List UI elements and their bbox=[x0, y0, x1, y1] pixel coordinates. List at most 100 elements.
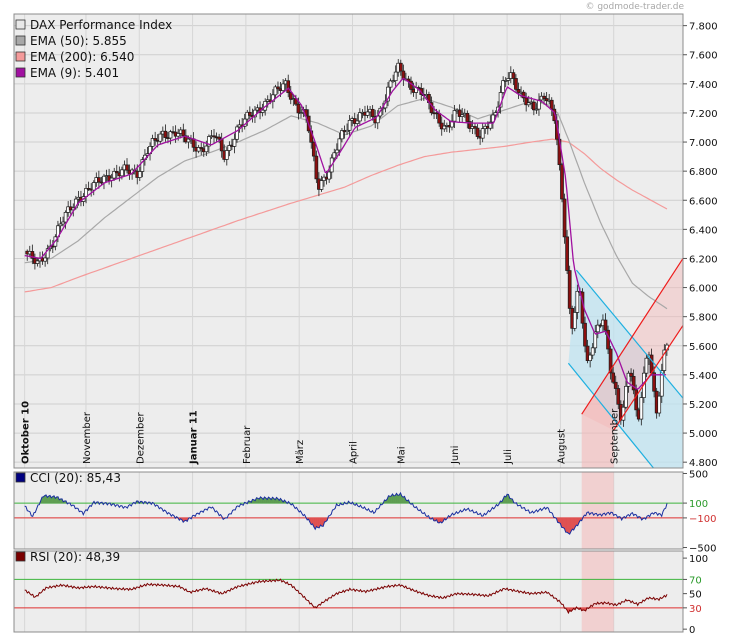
rsi-y-tick-label: 30 bbox=[689, 604, 702, 615]
candle bbox=[595, 324, 600, 333]
candle bbox=[288, 92, 293, 100]
candle bbox=[63, 212, 68, 223]
rsi-plot-area bbox=[14, 578, 683, 615]
candle bbox=[511, 72, 516, 79]
candle bbox=[588, 354, 592, 362]
candle bbox=[624, 385, 628, 408]
up-channel-fill bbox=[581, 258, 683, 431]
rsi-legend-label: RSI (20): 48,39 bbox=[30, 550, 120, 564]
candle bbox=[491, 114, 495, 123]
candle bbox=[629, 372, 633, 377]
candle bbox=[552, 108, 557, 122]
candle bbox=[572, 312, 577, 329]
ema50-line bbox=[24, 97, 668, 310]
candle bbox=[531, 101, 536, 111]
candle bbox=[30, 251, 35, 259]
cci-oversold-fill bbox=[561, 517, 564, 528]
candle bbox=[140, 159, 145, 172]
price-legend-label: DAX Performance Index bbox=[30, 18, 172, 32]
candle bbox=[524, 97, 529, 106]
candle bbox=[567, 270, 572, 309]
price-legend-label: EMA (200): 6.540 bbox=[30, 50, 134, 64]
rsi-legend-swatch bbox=[15, 551, 26, 562]
candle bbox=[393, 71, 398, 81]
candle bbox=[365, 111, 370, 116]
candle bbox=[639, 397, 644, 420]
candle bbox=[514, 78, 518, 90]
cci-panel-bg bbox=[14, 472, 683, 549]
candle bbox=[235, 126, 239, 140]
rsi-legend: RSI (20): 48,39 bbox=[15, 550, 120, 564]
candle bbox=[358, 112, 362, 122]
x-labels: Oktober 10 November Dezember Januar 11 Febru… bbox=[21, 401, 621, 465]
candle bbox=[644, 357, 649, 374]
rsi-y-tick-label: 70 bbox=[689, 575, 702, 586]
candle bbox=[224, 150, 229, 160]
rsi-y-ticks: 100 70 50 30 0 bbox=[683, 554, 708, 636]
price-y-tick-label: 5.600 bbox=[689, 342, 718, 353]
candle bbox=[114, 171, 119, 174]
candle bbox=[347, 119, 352, 131]
candle bbox=[102, 175, 106, 184]
candle bbox=[232, 138, 237, 147]
candle bbox=[120, 169, 124, 177]
candle bbox=[45, 248, 50, 259]
price-y-tick-label: 5.000 bbox=[689, 429, 718, 440]
price-legend-swatch bbox=[15, 51, 26, 62]
x-label: Februar bbox=[242, 425, 253, 464]
price-y-tick-label: 7.800 bbox=[689, 22, 718, 33]
candle bbox=[457, 109, 462, 117]
candle bbox=[97, 177, 101, 183]
candle bbox=[437, 113, 442, 124]
candle bbox=[281, 83, 285, 91]
price-y-ticks: 7.800 7.600 7.400 7.200 7.000 6.800 6.600 6.400… bbox=[683, 22, 718, 469]
candle bbox=[475, 127, 480, 137]
candle bbox=[260, 109, 265, 113]
up-channel-upper bbox=[581, 258, 683, 415]
candle bbox=[583, 322, 587, 347]
price-y-tick-label: 7.400 bbox=[689, 80, 718, 91]
candle bbox=[480, 128, 485, 139]
highlight-band-rsi bbox=[581, 551, 614, 632]
candle bbox=[391, 80, 395, 82]
candle bbox=[662, 349, 667, 371]
x-label: August bbox=[556, 429, 567, 464]
cci-overbought-fill bbox=[56, 496, 59, 504]
x-label: September bbox=[610, 408, 621, 464]
rsi-line bbox=[24, 578, 668, 615]
x-label: Dezember bbox=[135, 412, 146, 464]
candle bbox=[311, 141, 316, 157]
candle bbox=[150, 138, 155, 147]
candle bbox=[465, 113, 470, 122]
candle bbox=[460, 114, 465, 117]
candle bbox=[314, 155, 319, 180]
candle bbox=[196, 147, 201, 152]
candle bbox=[337, 138, 342, 151]
price-legend: DAX Performance Index EMA (50): 5.855 EMA … bbox=[15, 18, 172, 80]
x-label: November bbox=[82, 411, 93, 464]
candle bbox=[273, 86, 278, 96]
candle bbox=[626, 372, 631, 387]
candle bbox=[212, 135, 216, 138]
price-panel-bg bbox=[14, 14, 683, 468]
candle bbox=[649, 354, 654, 374]
candle bbox=[219, 138, 224, 152]
candle bbox=[186, 138, 191, 143]
down-channel-lower bbox=[567, 362, 655, 468]
candle bbox=[319, 180, 324, 190]
candle bbox=[35, 260, 40, 264]
price-y-tick-label: 7.200 bbox=[689, 109, 718, 120]
candle bbox=[613, 381, 618, 389]
price-y-tick-label: 4.800 bbox=[689, 458, 718, 469]
candle bbox=[631, 376, 636, 391]
candle bbox=[506, 78, 511, 81]
candle bbox=[534, 108, 539, 111]
candle bbox=[168, 131, 173, 139]
candle bbox=[355, 120, 360, 124]
candle bbox=[516, 89, 521, 93]
cci-panel-frame bbox=[13, 471, 684, 550]
rsi-y-tick-label: 100 bbox=[689, 554, 708, 565]
cci-oversold-fill bbox=[565, 517, 568, 533]
cci-oversold-fill bbox=[321, 517, 324, 527]
candle bbox=[652, 372, 656, 392]
